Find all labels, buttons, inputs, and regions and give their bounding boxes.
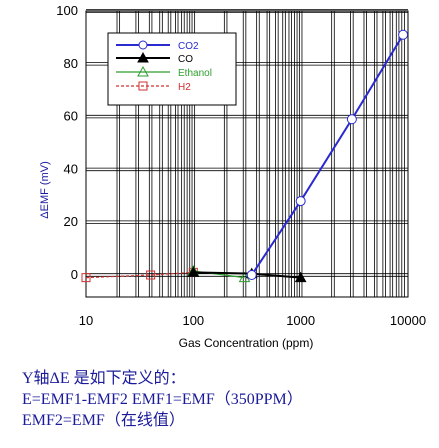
series-group	[81, 29, 409, 283]
legend-box	[107, 32, 237, 106]
data-point-h2	[81, 273, 91, 283]
legend-label-ethanol: Ethanol	[178, 68, 212, 79]
legend: CO2 CO Ethanol H2	[107, 32, 237, 106]
note-line-1: Y轴ΔE 是如下定义的：	[22, 370, 186, 387]
y-tick-label: 0	[71, 267, 78, 282]
legend-marker-co2	[138, 40, 148, 50]
legend-label-h2: H2	[178, 82, 191, 93]
data-point-co2	[246, 270, 257, 280]
y-tick-label: 80	[64, 56, 78, 71]
series-line-co2	[250, 34, 404, 276]
y-axis-title: ΔEMF (mV)	[39, 161, 51, 218]
data-point-co2	[295, 196, 306, 207]
legend-marker-co	[137, 51, 149, 63]
x-tick-label: 10000	[390, 313, 426, 328]
legend-label-co: CO	[178, 54, 193, 65]
y-tick-label: 60	[64, 109, 78, 124]
x-tick-label: 100	[182, 313, 204, 328]
data-point-co2	[346, 114, 357, 125]
plot-frame	[85, 10, 409, 298]
data-point-h2	[146, 270, 156, 280]
legend-marker-h2	[138, 81, 148, 91]
definition-notes: Y轴ΔE 是如下定义的： E=EMF1-EMF2 EMF1=EMF（350PPM…	[22, 368, 432, 431]
x-axis-title: Gas Concentration (ppm)	[179, 336, 314, 350]
y-tick-label: 100	[56, 3, 78, 18]
y-tick-label: 20	[64, 214, 78, 229]
chart: 0 20 40 60 80 100 10 100 1000 10000 CO2 CO Ethanol H…	[39, 3, 426, 350]
y-tick-label: 40	[64, 161, 78, 176]
data-point-co	[294, 271, 307, 283]
note-line-3: EMF2=EMF（在线值）	[22, 412, 185, 429]
x-tick-label: 10	[79, 313, 93, 328]
x-tick-label: 1000	[286, 313, 315, 328]
legend-label-co2: CO2	[178, 41, 199, 52]
axes: 0 20 40 60 80 100 10 100 1000 10000	[56, 3, 426, 328]
data-point-co	[187, 266, 200, 277]
series-line-h2	[85, 271, 194, 279]
legend-marker-ethanol	[137, 65, 149, 77]
note-line-2: E=EMF1-EMF2 EMF1=EMF（350PPM）	[22, 391, 303, 408]
data-point-co2	[398, 29, 409, 40]
